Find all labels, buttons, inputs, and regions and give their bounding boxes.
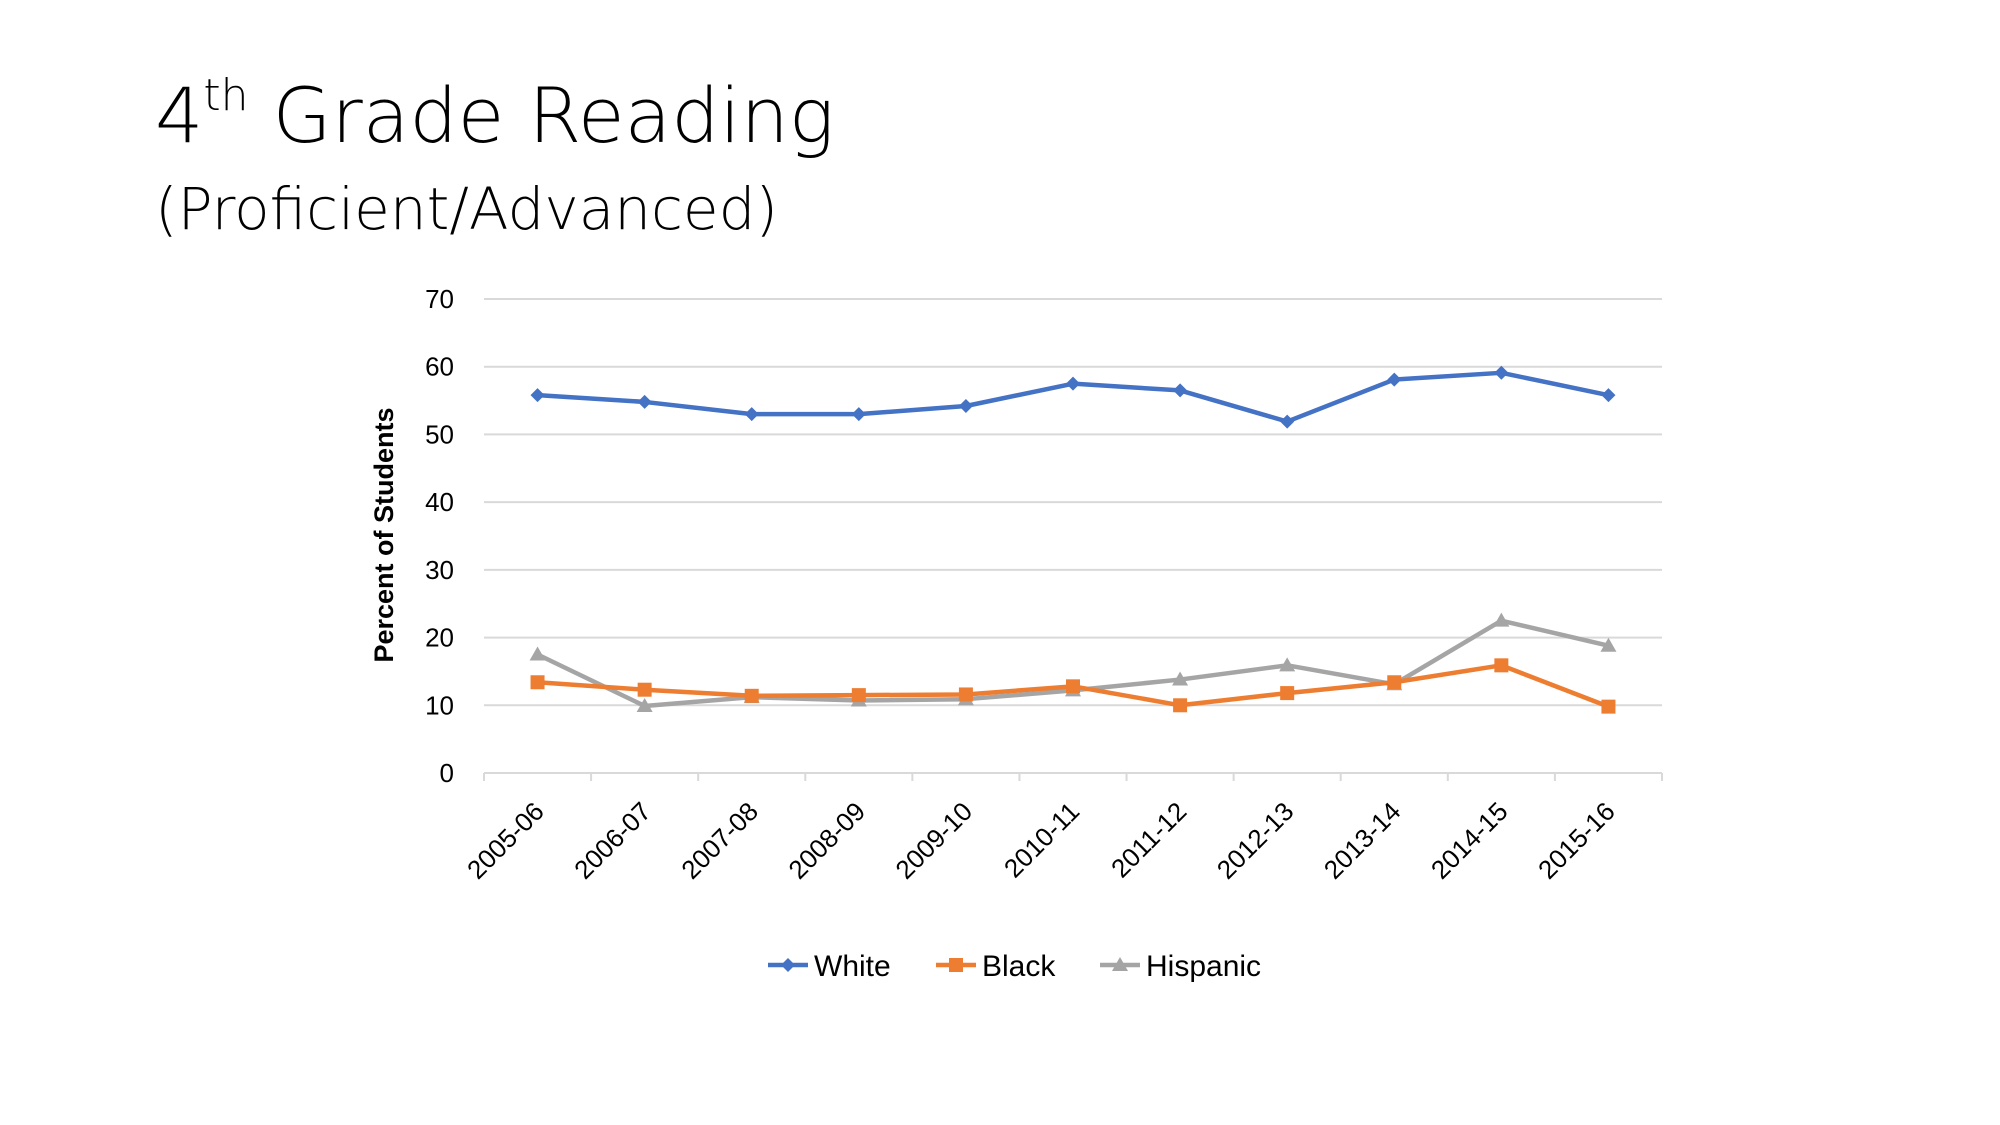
x-tick-label: 2006-07 <box>568 796 657 885</box>
data-point-white <box>1601 388 1616 403</box>
data-point-white <box>958 398 973 413</box>
data-point-black <box>1066 679 1080 694</box>
data-point-white <box>744 407 759 422</box>
data-point-hispanic <box>636 697 653 712</box>
data-point-white <box>851 407 866 422</box>
y-tick-label: 20 <box>425 623 454 653</box>
data-point-black <box>958 687 973 702</box>
data-point-black <box>851 688 866 703</box>
data-point-hispanic <box>1600 637 1617 652</box>
data-point-hispanic <box>529 646 546 661</box>
series-white <box>530 365 1616 429</box>
series-lines <box>529 365 1617 714</box>
data-point-white <box>1066 376 1080 391</box>
data-point-black <box>744 688 759 703</box>
axis-labels: 0 10 20 30 40 50 60 70 2005-06 2006-07 2007-08 2008… <box>425 284 1621 885</box>
title-number: 4 <box>155 71 204 160</box>
series-black <box>530 658 1616 714</box>
x-tick-label: 2010-11 <box>998 796 1085 883</box>
y-tick-label: 0 <box>440 758 454 788</box>
title-text: Grade Reading <box>248 71 835 160</box>
legend-marker-white <box>781 958 795 972</box>
series-hispanic <box>529 612 1617 712</box>
data-point-black <box>1494 658 1509 673</box>
legend-label-hispanic: Hispanic <box>1146 950 1261 983</box>
x-tick-label: 2007-08 <box>675 796 764 885</box>
data-point-white <box>1173 383 1188 398</box>
data-point-white <box>637 394 652 409</box>
title-superscript: th <box>203 70 249 121</box>
axes <box>483 772 1663 781</box>
y-tick-label: 30 <box>425 555 454 585</box>
x-tick-label: 2015-16 <box>1532 796 1621 885</box>
data-point-black <box>1280 686 1295 701</box>
legend-item-black: Black <box>936 950 1056 983</box>
data-point-white <box>1280 414 1295 429</box>
x-tick-label: 2012-13 <box>1211 796 1300 885</box>
legend-item-white: White <box>768 950 891 983</box>
y-axis-title: Percent of Students <box>369 407 399 662</box>
data-point-black <box>1601 699 1616 714</box>
legend-marker-hispanic <box>1112 957 1128 971</box>
gridlines <box>484 298 1662 707</box>
y-tick-label: 40 <box>425 487 454 517</box>
y-tick-label: 10 <box>425 690 454 720</box>
legend-marker-black <box>949 958 963 972</box>
y-tick-label: 70 <box>425 284 454 314</box>
data-point-white <box>1494 365 1509 380</box>
data-point-black <box>530 675 545 690</box>
legend-label-white: White <box>814 950 891 983</box>
y-tick-label: 60 <box>425 352 454 382</box>
data-point-hispanic <box>1279 657 1296 672</box>
x-tick-label: 2005-06 <box>461 796 550 885</box>
data-point-black <box>1173 698 1188 713</box>
data-point-black <box>1387 675 1402 690</box>
x-tick-label: 2008-09 <box>782 796 871 885</box>
data-point-hispanic <box>1493 612 1510 627</box>
x-tick-label: 2009-10 <box>889 796 978 885</box>
data-point-hispanic <box>1172 671 1189 686</box>
legend-label-black: Black <box>982 950 1056 983</box>
legend: White Black Hispanic <box>768 950 1261 983</box>
slide-subtitle: (Proficient/Advanced) <box>155 175 779 243</box>
legend-item-hispanic: Hispanic <box>1100 950 1261 983</box>
data-point-white <box>1387 372 1402 387</box>
slide-title: 4th Grade Reading <box>155 74 834 154</box>
x-tick-label: 2011-12 <box>1105 796 1192 883</box>
data-point-black <box>637 682 652 697</box>
y-tick-label: 50 <box>425 419 454 449</box>
data-point-white <box>530 388 545 403</box>
x-tick-label: 2014-15 <box>1425 796 1514 885</box>
x-tick-label: 2013-14 <box>1318 796 1407 885</box>
